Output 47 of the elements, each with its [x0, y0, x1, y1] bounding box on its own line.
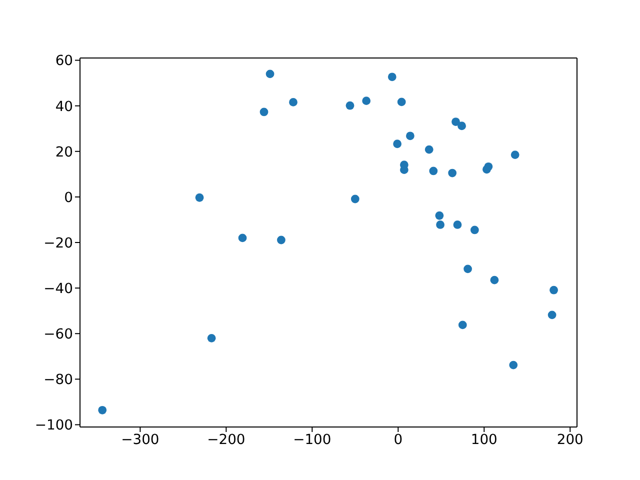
point	[277, 236, 286, 244]
x-tick-label: 100	[470, 432, 498, 448]
x-tick-label: 0	[394, 432, 403, 448]
point	[482, 165, 491, 174]
point	[98, 406, 107, 414]
point	[490, 276, 499, 284]
y-tick-label: −20	[44, 235, 73, 252]
point	[550, 286, 558, 294]
point	[548, 310, 556, 320]
x-tick-label: −200	[207, 432, 246, 448]
point	[458, 122, 466, 130]
point	[464, 264, 472, 274]
x-tick-label: 200	[556, 432, 584, 448]
point	[266, 70, 274, 78]
y-tick-label: 40	[55, 98, 73, 115]
point	[509, 360, 518, 370]
point	[238, 234, 247, 242]
point	[406, 132, 414, 140]
point	[453, 220, 462, 229]
y-tick-label: −40	[44, 280, 73, 297]
point	[362, 96, 371, 106]
y-tick-label: 0	[64, 190, 73, 206]
point	[436, 220, 444, 229]
point	[510, 150, 520, 160]
point	[429, 166, 438, 176]
point	[458, 320, 467, 330]
y-tick-label: 20	[55, 144, 73, 160]
point	[350, 194, 360, 204]
point	[346, 101, 354, 110]
point	[448, 168, 457, 178]
point	[424, 145, 434, 154]
point	[260, 108, 268, 116]
point	[470, 226, 479, 234]
y-tick-label: 60	[55, 53, 73, 70]
y-tick-label: −60	[44, 326, 73, 343]
y-tick-label: −100	[34, 418, 73, 434]
point	[289, 98, 298, 106]
point	[435, 211, 444, 220]
x-tick-label: −300	[121, 432, 160, 448]
point	[388, 72, 396, 82]
point	[207, 334, 216, 342]
x-tick-label: −100	[293, 432, 332, 448]
point	[452, 118, 460, 126]
point	[393, 140, 402, 148]
point	[397, 98, 406, 106]
y-tick-label: −80	[44, 372, 73, 388]
point	[195, 193, 204, 202]
